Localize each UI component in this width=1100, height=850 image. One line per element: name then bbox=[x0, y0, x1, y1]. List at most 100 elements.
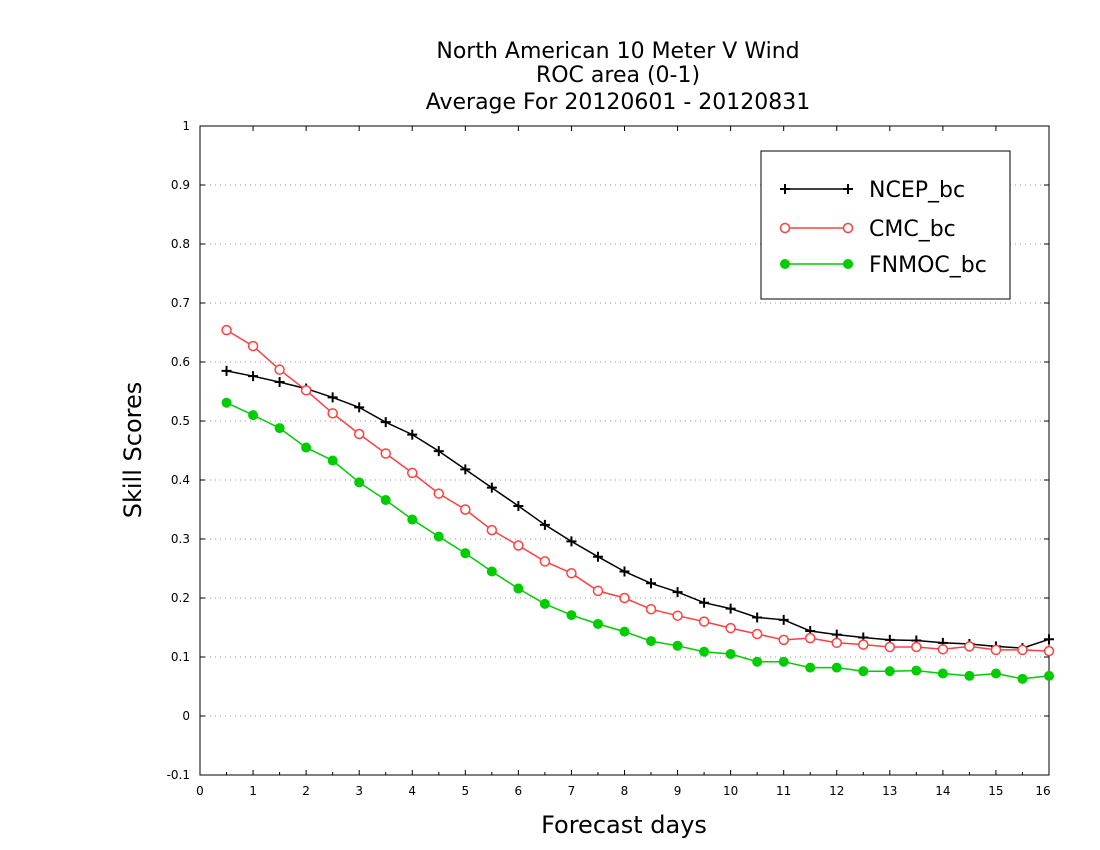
data-point bbox=[380, 448, 391, 459]
data-point bbox=[301, 442, 312, 453]
data-point bbox=[672, 587, 683, 598]
x-axis-label: Forecast days bbox=[541, 811, 707, 839]
y-axis-label: Skill Scores bbox=[119, 382, 147, 519]
data-point bbox=[698, 616, 710, 627]
x-tick-label: 12 bbox=[829, 784, 844, 798]
data-point bbox=[486, 482, 497, 493]
data-point bbox=[327, 408, 338, 419]
data-point bbox=[911, 641, 922, 653]
data-point bbox=[354, 477, 365, 488]
x-tick-label: 9 bbox=[674, 784, 682, 798]
data-point bbox=[380, 495, 391, 506]
series-NCEP_bc bbox=[221, 365, 1054, 654]
x-axis: 0 1 2 3 4 5 6 7 8 9 10 11 12 13 14 15 16 bbox=[196, 126, 1051, 798]
legend-marker bbox=[842, 222, 854, 234]
data-point bbox=[486, 524, 498, 536]
x-tick-label: 8 bbox=[621, 784, 629, 798]
legend-item-NCEP_bc: NCEP_bc bbox=[780, 178, 965, 203]
data-point bbox=[407, 429, 418, 440]
data-point bbox=[221, 397, 232, 408]
data-point bbox=[539, 519, 550, 530]
data-point bbox=[619, 592, 630, 604]
x-tick-label: 2 bbox=[302, 784, 310, 798]
data-point bbox=[884, 666, 895, 677]
data-point bbox=[804, 632, 816, 644]
data-point bbox=[592, 618, 603, 629]
y-tick-label: 0.9 bbox=[171, 178, 190, 192]
y-tick-label: 0.6 bbox=[171, 355, 190, 369]
legend: NCEP_bc CMC_bc FNMOC_bc bbox=[760, 150, 1011, 300]
data-point bbox=[725, 622, 736, 634]
x-tick-label: 10 bbox=[723, 784, 738, 798]
title-line-1: North American 10 Meter V Wind bbox=[436, 39, 799, 64]
data-point bbox=[646, 578, 657, 589]
x-tick-label: 14 bbox=[935, 784, 950, 798]
data-point bbox=[221, 324, 232, 336]
legend-label: FNMOC_bc bbox=[869, 253, 987, 278]
data-point bbox=[964, 670, 975, 681]
data-point bbox=[486, 566, 497, 577]
data-point bbox=[274, 377, 285, 388]
data-point bbox=[725, 649, 736, 660]
x-tick-label: 13 bbox=[882, 784, 897, 798]
data-point bbox=[990, 668, 1001, 679]
data-point bbox=[964, 641, 975, 652]
series-line bbox=[226, 402, 1050, 680]
data-point bbox=[354, 402, 365, 413]
data-point bbox=[460, 464, 471, 475]
series-line bbox=[226, 329, 1050, 652]
x-tick-label: 3 bbox=[355, 784, 363, 798]
data-point bbox=[407, 467, 418, 479]
data-point bbox=[778, 656, 789, 667]
series-line bbox=[226, 370, 1050, 649]
y-tick-label: 0 bbox=[182, 709, 190, 723]
x-tick-label: 7 bbox=[568, 784, 576, 798]
data-point bbox=[247, 340, 259, 352]
data-point bbox=[248, 410, 259, 421]
data-point bbox=[1017, 644, 1028, 656]
data-point bbox=[460, 548, 471, 559]
y-tick-label: 0.3 bbox=[171, 532, 190, 546]
legend-marker bbox=[780, 259, 790, 269]
data-point bbox=[751, 628, 763, 640]
data-point bbox=[778, 634, 789, 646]
data-point bbox=[858, 666, 869, 677]
data-point bbox=[990, 644, 1002, 656]
data-point bbox=[937, 668, 948, 679]
y-tick-label: 1 bbox=[182, 119, 190, 133]
data-point bbox=[566, 567, 577, 579]
data-point bbox=[274, 423, 285, 434]
data-point bbox=[778, 614, 789, 625]
data-point bbox=[221, 365, 232, 376]
data-point bbox=[672, 640, 683, 651]
legend-marker bbox=[843, 259, 853, 269]
x-tick-label: 0 bbox=[196, 784, 204, 798]
data-point bbox=[937, 644, 949, 655]
data-point bbox=[858, 639, 869, 650]
legend-item-FNMOC_bc: FNMOC_bc bbox=[780, 253, 987, 278]
data-point bbox=[831, 662, 842, 673]
title-line-3: Average For 20120601 - 20120831 bbox=[426, 90, 811, 115]
data-point bbox=[752, 612, 763, 623]
data-point bbox=[645, 603, 657, 615]
data-point bbox=[513, 540, 524, 551]
data-point bbox=[831, 637, 842, 649]
data-point bbox=[1043, 645, 1055, 657]
x-tick-label: 11 bbox=[776, 784, 791, 798]
title-line-2: ROC area (0-1) bbox=[536, 63, 700, 88]
data-point bbox=[566, 536, 577, 547]
data-point bbox=[433, 488, 445, 499]
legend-item-CMC_bc: CMC_bc bbox=[779, 217, 956, 242]
data-point bbox=[725, 603, 736, 614]
data-point bbox=[1017, 673, 1028, 684]
data-point bbox=[1044, 670, 1054, 681]
data-point bbox=[1044, 634, 1054, 645]
data-point bbox=[274, 364, 285, 375]
data-point bbox=[752, 656, 763, 667]
series-CMC_bc bbox=[221, 324, 1055, 657]
data-point bbox=[699, 597, 710, 608]
legend-marker bbox=[780, 184, 790, 194]
data-point bbox=[433, 531, 444, 542]
legend-label: NCEP_bc bbox=[869, 178, 965, 203]
